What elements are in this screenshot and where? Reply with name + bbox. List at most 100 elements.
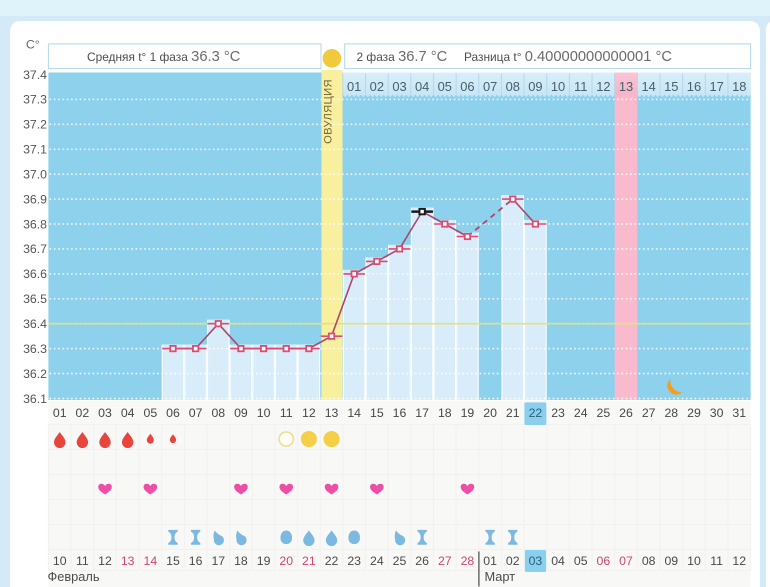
svg-text:09: 09 [528,79,542,94]
svg-text:24: 24 [370,554,384,568]
svg-text:28: 28 [461,554,475,568]
svg-text:14: 14 [347,406,361,420]
svg-text:02: 02 [370,79,384,94]
svg-text:17: 17 [709,79,723,94]
svg-text:17: 17 [211,554,225,568]
svg-text:12: 12 [732,554,746,568]
svg-text:02: 02 [76,406,90,420]
svg-text:17: 17 [415,406,429,420]
svg-text:19: 19 [461,406,475,420]
svg-text:07: 07 [483,79,497,94]
svg-text:36.5: 36.5 [23,292,47,306]
svg-text:14: 14 [641,79,655,94]
svg-text:19: 19 [257,554,271,568]
svg-text:21: 21 [506,406,520,420]
svg-text:13: 13 [325,406,339,420]
svg-text:05: 05 [438,79,452,94]
svg-text:10: 10 [687,554,701,568]
svg-text:02: 02 [506,554,520,568]
svg-text:20: 20 [279,554,293,568]
svg-text:18: 18 [732,79,746,94]
svg-text:18: 18 [438,406,452,420]
svg-text:04: 04 [415,79,429,94]
svg-text:11: 11 [574,79,587,94]
svg-text:16: 16 [189,554,203,568]
svg-text:16: 16 [393,406,407,420]
svg-text:03: 03 [392,79,406,94]
svg-text:12: 12 [596,79,610,94]
svg-text:36.6: 36.6 [23,267,47,281]
svg-text:05: 05 [574,554,588,568]
svg-text:12: 12 [98,554,112,568]
svg-text:29: 29 [687,406,701,420]
svg-text:36.8: 36.8 [23,217,47,231]
svg-text:13: 13 [121,554,135,568]
svg-text:27: 27 [438,554,452,568]
svg-text:27: 27 [642,406,656,420]
svg-text:15: 15 [166,554,180,568]
svg-text:15: 15 [370,406,384,420]
svg-text:07: 07 [619,554,633,568]
svg-text:15: 15 [664,79,678,94]
svg-text:01: 01 [347,79,361,94]
svg-text:36.2: 36.2 [23,367,47,381]
svg-text:09: 09 [234,406,248,420]
svg-text:09: 09 [664,554,678,568]
svg-text:Март: Март [485,569,516,584]
svg-text:23: 23 [347,554,361,568]
svg-text:22: 22 [529,406,543,420]
svg-text:24: 24 [574,406,588,420]
svg-text:08: 08 [211,406,225,420]
svg-text:22: 22 [325,554,339,568]
svg-text:21: 21 [302,554,316,568]
svg-text:Средняя t° 1 фаза 36.3 °C: Средняя t° 1 фаза 36.3 °C [87,49,241,65]
svg-text:14: 14 [143,554,157,568]
svg-text:07: 07 [189,406,203,420]
svg-text:10: 10 [257,406,271,420]
svg-text:36.4: 36.4 [23,317,47,331]
svg-text:30: 30 [710,406,724,420]
svg-text:26: 26 [415,554,429,568]
svg-text:12: 12 [302,406,316,420]
svg-text:37.0: 37.0 [23,168,47,182]
svg-text:13: 13 [619,79,633,94]
svg-text:25: 25 [393,554,407,568]
svg-text:37.3: 37.3 [23,93,47,107]
svg-text:36.9: 36.9 [23,192,47,206]
svg-text:ОВУЛЯЦИЯ: ОВУЛЯЦИЯ [323,79,335,144]
svg-text:10: 10 [551,79,565,94]
svg-text:С°: С° [26,38,40,52]
svg-text:05: 05 [143,406,157,420]
svg-text:28: 28 [664,406,678,420]
svg-text:04: 04 [121,406,135,420]
svg-text:10: 10 [53,554,67,568]
svg-text:08: 08 [642,554,656,568]
svg-text:36.1: 36.1 [23,392,47,406]
svg-text:37.4: 37.4 [23,68,47,82]
svg-text:01: 01 [483,554,497,568]
svg-text:11: 11 [280,406,293,420]
svg-text:31: 31 [732,406,746,420]
svg-text:04: 04 [551,554,565,568]
svg-text:01: 01 [53,406,67,420]
svg-text:20: 20 [483,406,497,420]
svg-text:03: 03 [98,406,112,420]
svg-text:37.1: 37.1 [23,143,47,157]
svg-text:Февраль: Февраль [48,569,100,584]
svg-text:03: 03 [529,554,543,568]
svg-text:23: 23 [551,406,565,420]
svg-text:16: 16 [687,79,701,94]
svg-text:06: 06 [597,554,611,568]
svg-text:11: 11 [710,554,723,568]
svg-text:26: 26 [619,406,633,420]
svg-text:18: 18 [234,554,248,568]
svg-text:25: 25 [597,406,611,420]
svg-text:06: 06 [460,79,474,94]
svg-text:06: 06 [166,406,180,420]
svg-text:Разница t° 0.40000000000001 °C: Разница t° 0.40000000000001 °C [464,49,672,65]
svg-text:08: 08 [506,79,520,94]
svg-text:36.7: 36.7 [23,242,47,256]
svg-text:2 фаза 36.7 °C: 2 фаза 36.7 °C [357,49,448,65]
svg-text:36.3: 36.3 [23,342,47,356]
svg-text:11: 11 [76,554,89,568]
